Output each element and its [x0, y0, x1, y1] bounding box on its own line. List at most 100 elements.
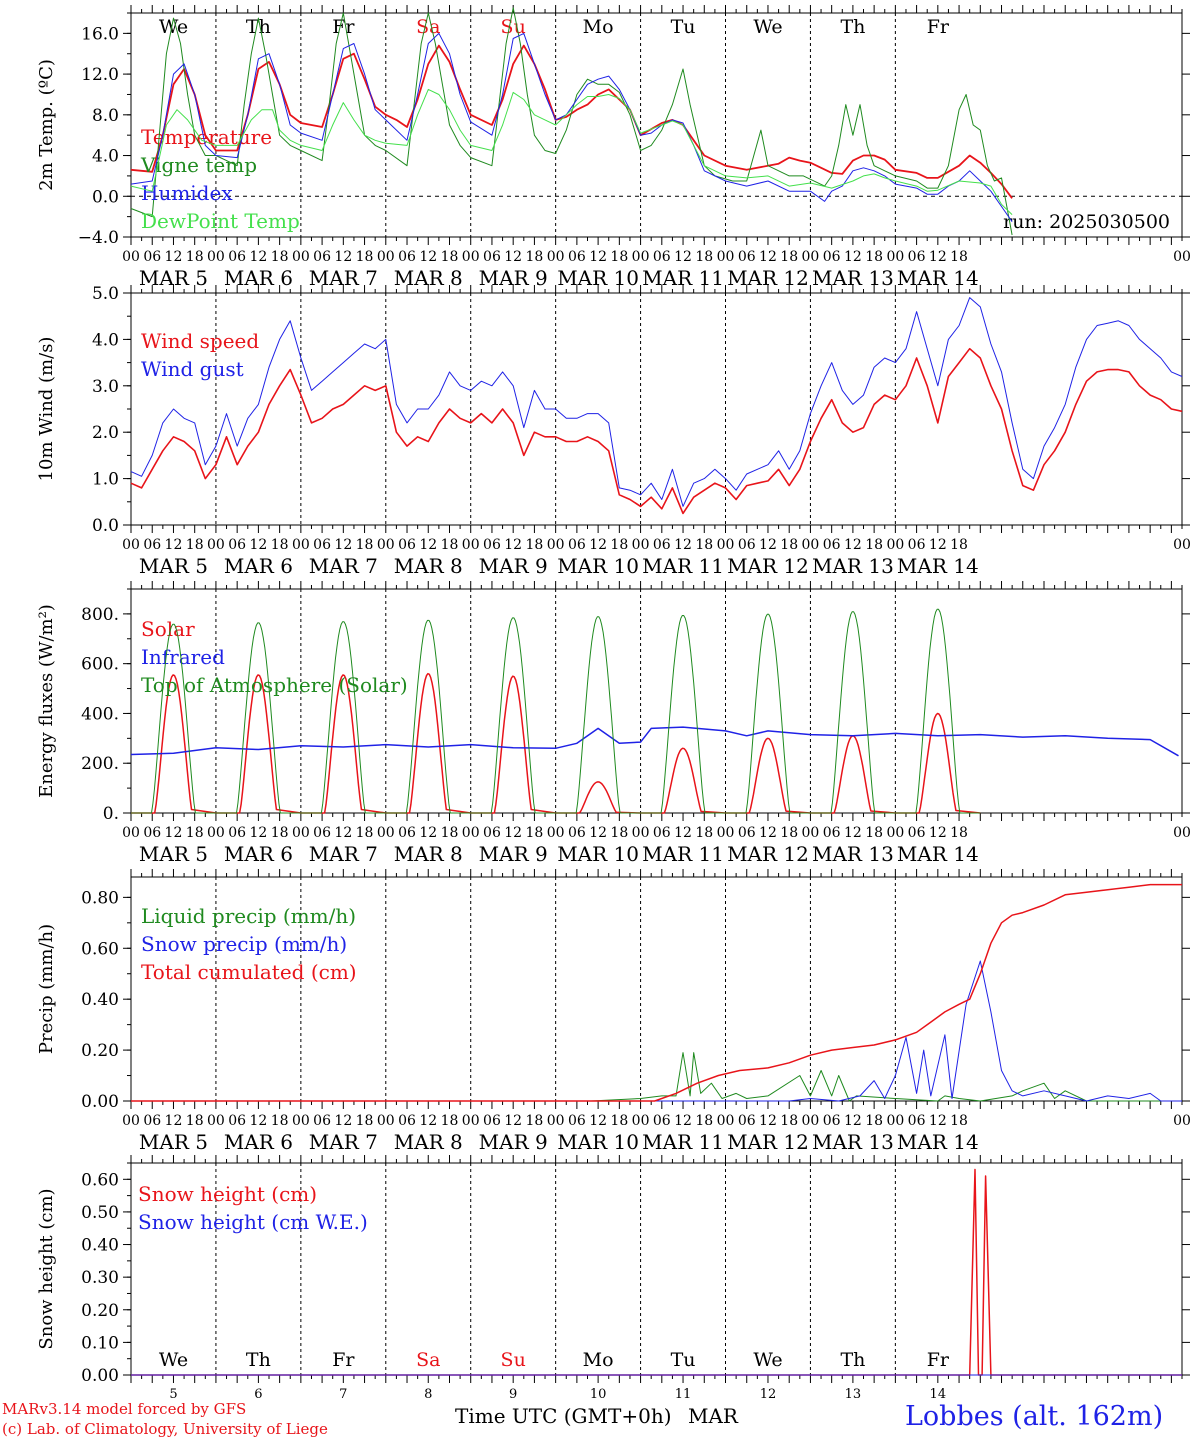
hour-label: 06: [823, 537, 841, 553]
hour-label: 12: [589, 249, 607, 265]
y-axis-label: 10m Wind (m/s): [36, 337, 57, 482]
y-tick-label: 0.0: [92, 187, 119, 207]
date-number-label: 14: [930, 1387, 947, 1402]
y-tick-label: 200.: [81, 754, 119, 774]
model-credit: MARv3.14 model forced by GFS: [2, 1400, 247, 1418]
date-label: MAR 6: [224, 842, 293, 866]
hour-label: 12: [674, 825, 692, 841]
weekday-label: We: [159, 1349, 188, 1371]
hour-label: 06: [313, 1113, 331, 1129]
hour-label: 18: [950, 825, 968, 841]
hour-label: 18: [610, 537, 628, 553]
y-tick-label: 8.0: [92, 106, 119, 126]
hour-label: 06: [738, 537, 756, 553]
hour-label: 06: [228, 249, 246, 265]
hour-label: 06: [653, 1113, 671, 1129]
date-number-label: 13: [845, 1387, 862, 1402]
hour-label: 12: [674, 537, 692, 553]
hour-label: 12: [844, 537, 862, 553]
hour-label: 00: [717, 825, 735, 841]
legend-entry: Snow precip (mm/h): [141, 932, 347, 956]
y-tick-label: 2.0: [92, 423, 119, 443]
legend-entry: Solar: [141, 617, 195, 641]
hour-label: 06: [653, 249, 671, 265]
hour-label: 12: [929, 537, 947, 553]
y-axis-label: Snow height (cm): [36, 1188, 57, 1349]
hour-label: 12: [674, 1113, 692, 1129]
hour-label: 18: [610, 1113, 628, 1129]
hour-label: 18: [780, 537, 798, 553]
y-tick-label: 0.50: [81, 1203, 119, 1223]
hour-label: 00: [1173, 825, 1191, 841]
hour-label: 06: [568, 537, 586, 553]
hour-label: 18: [356, 537, 374, 553]
legend-entry: Snow height (cm): [138, 1182, 317, 1206]
date-number-label: 7: [339, 1387, 347, 1402]
hour-label: 00: [1173, 249, 1191, 265]
weekday-label: Sa: [416, 16, 440, 38]
weekday-label: We: [753, 16, 782, 38]
hour-label: 06: [398, 825, 416, 841]
hour-label: 00: [377, 825, 395, 841]
hour-label: 18: [356, 825, 374, 841]
series-line: [130, 44, 1013, 199]
hour-label: 06: [908, 1113, 926, 1129]
hour-label: 00: [462, 1113, 480, 1129]
hour-label: 12: [249, 537, 267, 553]
hour-label: 12: [844, 249, 862, 265]
y-tick-label: 4.0: [92, 147, 119, 167]
y-axis-label: 2m Temp. (ºC): [36, 59, 57, 191]
series-line: [130, 7, 1013, 236]
hour-label: 12: [504, 1113, 522, 1129]
hour-label: 00: [462, 249, 480, 265]
panel-frame-0: [130, 12, 1183, 238]
series-line: [130, 88, 1013, 215]
date-label: MAR 9: [479, 554, 548, 578]
y-tick-label: 800.: [81, 605, 119, 625]
series-line: [131, 883, 1182, 1102]
date-label: MAR 10: [557, 1130, 639, 1154]
hour-label: 00: [377, 249, 395, 265]
hour-label: 18: [271, 249, 289, 265]
hour-label: 12: [844, 1113, 862, 1129]
y-tick-label: 0.80: [81, 888, 119, 908]
hour-label: 12: [759, 1113, 777, 1129]
series-line: [130, 297, 1183, 507]
legend-entry: Liquid precip (mm/h): [141, 904, 356, 928]
date-label: MAR 10: [557, 842, 639, 866]
hour-label: 18: [865, 825, 883, 841]
date-label: MAR 11: [642, 554, 724, 578]
lab-credit: (c) Lab. of Climatology, University of L…: [2, 1420, 328, 1438]
hour-label: 12: [419, 1113, 437, 1129]
y-tick-label: 0.00: [81, 1366, 119, 1386]
date-label: MAR 5: [139, 842, 208, 866]
hour-label: 00: [1173, 1113, 1191, 1129]
date-label: MAR 13: [812, 554, 894, 578]
hour-label: 00: [122, 825, 140, 841]
date-number-label: 11: [675, 1387, 692, 1402]
hour-label: 00: [886, 1113, 904, 1129]
panel-frame-2: [130, 588, 1183, 814]
date-label: MAR 8: [394, 1130, 463, 1154]
hour-label: 12: [334, 1113, 352, 1129]
hour-label: 18: [441, 537, 459, 553]
y-axis-label: Energy fluxes (W/m²): [36, 604, 57, 798]
y-tick-label: 12.0: [81, 65, 119, 85]
hour-label: 00: [292, 825, 310, 841]
legend-entry: Humidex: [141, 181, 233, 205]
hour-label: 00: [547, 1113, 565, 1129]
hour-label: 12: [165, 537, 183, 553]
date-number-label: 10: [590, 1387, 607, 1402]
weekday-label: Su: [501, 1349, 526, 1371]
hour-label: 18: [780, 249, 798, 265]
weekday-label: Fr: [332, 16, 355, 38]
hour-label: 12: [759, 537, 777, 553]
date-label: MAR 12: [727, 554, 809, 578]
weekday-label: Sa: [416, 1349, 440, 1371]
hour-label: 12: [249, 1113, 267, 1129]
hour-label: 12: [504, 249, 522, 265]
hour-label: 18: [950, 1113, 968, 1129]
hour-label: 06: [568, 249, 586, 265]
hour-label: 06: [313, 249, 331, 265]
